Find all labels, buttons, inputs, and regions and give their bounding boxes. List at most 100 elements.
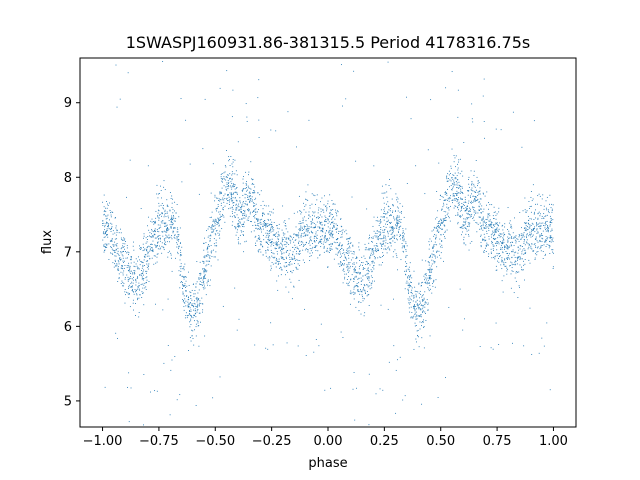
data-point xyxy=(150,236,152,238)
data-point xyxy=(179,254,181,256)
data-point xyxy=(339,251,341,253)
data-point xyxy=(149,257,151,259)
data-point xyxy=(531,229,533,231)
data-point xyxy=(172,223,174,225)
data-point xyxy=(232,205,234,206)
data-point xyxy=(346,248,348,250)
data-point xyxy=(151,233,153,235)
data-point xyxy=(142,262,144,264)
data-point xyxy=(379,220,381,222)
data-point xyxy=(177,234,179,236)
data-point xyxy=(487,226,489,228)
data-point xyxy=(232,197,234,199)
data-point xyxy=(386,203,387,205)
data-point xyxy=(439,224,441,226)
data-point xyxy=(138,285,140,287)
data-point xyxy=(234,216,236,218)
data-point xyxy=(242,188,244,190)
data-point xyxy=(282,258,284,260)
data-point xyxy=(531,248,533,250)
data-point xyxy=(491,222,493,224)
data-point xyxy=(352,244,354,246)
data-point xyxy=(169,250,170,252)
data-point xyxy=(410,285,411,286)
data-point xyxy=(418,283,420,285)
data-point xyxy=(272,263,274,265)
data-point xyxy=(440,222,442,223)
data-point xyxy=(196,306,198,308)
data-point xyxy=(482,239,483,241)
data-point xyxy=(355,275,357,277)
data-point xyxy=(133,270,135,271)
data-point xyxy=(395,218,397,220)
data-point xyxy=(281,239,283,241)
data-point xyxy=(170,254,172,256)
data-point xyxy=(320,230,322,232)
data-point xyxy=(480,228,482,230)
data-point xyxy=(355,306,357,308)
data-point xyxy=(226,150,227,151)
data-point xyxy=(122,274,124,276)
data-point xyxy=(307,217,309,219)
data-point xyxy=(347,262,349,264)
data-point xyxy=(236,193,238,195)
data-point xyxy=(235,209,237,211)
data-point xyxy=(263,213,265,215)
data-point xyxy=(414,290,416,292)
data-point xyxy=(433,229,435,231)
data-point xyxy=(220,178,222,180)
data-point xyxy=(223,172,225,174)
data-point xyxy=(234,212,236,214)
data-point xyxy=(460,207,462,209)
data-point xyxy=(527,222,529,224)
data-point xyxy=(546,209,548,211)
data-point xyxy=(275,243,277,245)
data-point xyxy=(514,260,516,262)
data-point xyxy=(494,258,496,260)
data-point xyxy=(366,261,368,263)
data-point xyxy=(407,282,409,284)
data-point xyxy=(429,244,430,246)
data-point xyxy=(214,225,216,227)
data-point xyxy=(161,197,162,199)
data-point xyxy=(200,273,202,275)
data-point xyxy=(193,306,195,308)
data-point xyxy=(204,274,206,276)
data-point xyxy=(171,216,173,218)
data-point xyxy=(214,256,216,258)
data-point xyxy=(102,239,104,241)
data-point xyxy=(128,287,129,289)
data-point xyxy=(550,217,552,219)
data-point xyxy=(277,289,279,291)
data-point xyxy=(449,197,451,199)
data-point xyxy=(305,248,307,250)
data-point xyxy=(160,221,162,223)
data-point xyxy=(540,205,542,206)
data-point xyxy=(218,198,220,200)
data-point xyxy=(383,231,385,233)
data-point xyxy=(448,200,450,202)
data-point xyxy=(387,205,389,207)
data-point xyxy=(300,229,302,231)
data-point xyxy=(416,303,418,305)
data-point xyxy=(391,198,393,200)
data-point xyxy=(497,241,499,243)
data-point xyxy=(450,180,452,182)
data-point xyxy=(219,193,221,195)
data-point xyxy=(152,249,154,251)
data-point xyxy=(124,289,126,290)
data-point xyxy=(277,240,279,242)
data-point xyxy=(257,218,259,220)
data-point xyxy=(513,237,515,239)
data-point xyxy=(259,194,261,196)
data-point xyxy=(405,241,407,243)
data-point xyxy=(103,213,105,215)
data-point xyxy=(250,199,252,201)
data-point xyxy=(129,265,131,267)
data-point xyxy=(314,227,315,229)
data-point xyxy=(470,189,472,191)
data-point xyxy=(222,305,224,307)
data-point xyxy=(274,262,276,264)
data-point xyxy=(164,213,166,214)
data-point xyxy=(421,296,423,298)
